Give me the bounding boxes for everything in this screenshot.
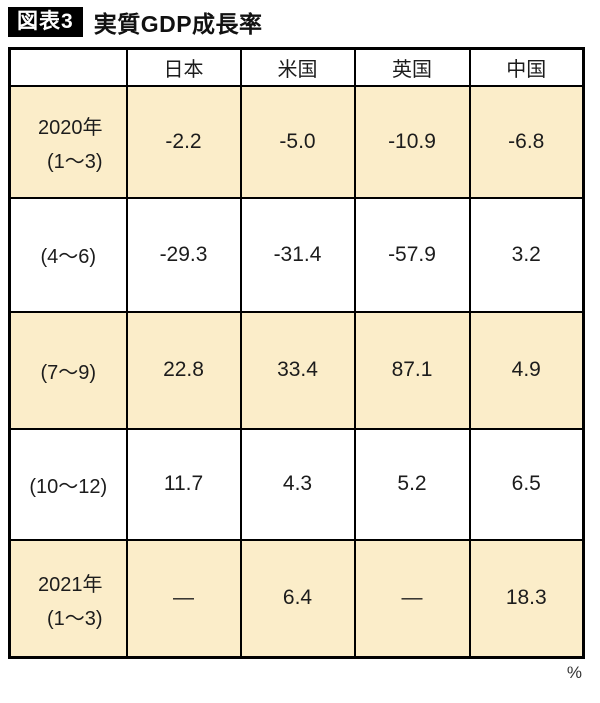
cell-uk: 5.2	[353, 427, 471, 541]
cell-uk: -57.9	[353, 196, 471, 313]
row-label-year: 2021年	[38, 573, 103, 596]
gdp-growth-table: 日本 米国 英国 中国 2020年 (1〜3) -2.2 -5.0 -10.9 …	[8, 47, 585, 659]
header-cell-china: 中国	[468, 47, 585, 87]
cell-japan: 22.8	[125, 310, 242, 430]
table-row: 2021年 (1〜3) — 6.4 — 18.3	[8, 538, 585, 659]
header-cell-usa: 米国	[239, 47, 356, 87]
table-header-row: 日本 米国 英国 中国	[8, 47, 585, 87]
cell-uk: —	[353, 538, 471, 659]
row-label-period: (1〜3)	[46, 151, 103, 173]
header-cell-period	[8, 47, 128, 87]
cell-china: 6.5	[468, 427, 585, 541]
cell-china: 3.2	[468, 196, 585, 313]
row-label-2020-q2: (4〜6)	[8, 196, 128, 313]
cell-japan: -2.2	[125, 84, 242, 199]
cell-china: 4.9	[468, 310, 585, 430]
cell-japan: -29.3	[125, 196, 242, 313]
row-label-year: 2020年	[38, 117, 103, 139]
cell-uk: -10.9	[353, 84, 471, 199]
title-row: 図表3 実質GDP成長率	[0, 0, 600, 38]
cell-usa: -31.4	[239, 196, 356, 313]
cell-usa: -5.0	[239, 84, 356, 199]
table-row: (4〜6) -29.3 -31.4 -57.9 3.2	[8, 196, 585, 313]
header-cell-japan: 日本	[125, 47, 242, 87]
header-cell-uk: 英国	[353, 47, 471, 87]
row-label-period: (1〜3)	[46, 607, 103, 630]
table-row: (10〜12) 11.7 4.3 5.2 6.5	[8, 427, 585, 541]
cell-china: -6.8	[468, 84, 585, 199]
cell-japan: —	[125, 538, 242, 659]
page-title: 実質GDP成長率	[93, 10, 263, 37]
unit-label: %	[566, 663, 582, 682]
cell-usa: 6.4	[239, 538, 356, 659]
row-label-2020-q4: (10〜12)	[8, 427, 128, 541]
row-label-2020-q3: (7〜9)	[8, 310, 128, 430]
cell-usa: 4.3	[239, 427, 356, 541]
cell-japan: 11.7	[125, 427, 242, 541]
cell-uk: 87.1	[353, 310, 471, 430]
row-label-2020-q1: 2020年 (1〜3)	[8, 84, 128, 199]
figure-label-badge: 図表3	[8, 6, 83, 37]
row-label-2021-q1: 2021年 (1〜3)	[8, 538, 128, 659]
table-row: 2020年 (1〜3) -2.2 -5.0 -10.9 -6.8	[8, 84, 585, 199]
cell-usa: 33.4	[239, 310, 356, 430]
table-row: (7〜9) 22.8 33.4 87.1 4.9	[8, 310, 585, 430]
cell-china: 18.3	[468, 538, 585, 659]
